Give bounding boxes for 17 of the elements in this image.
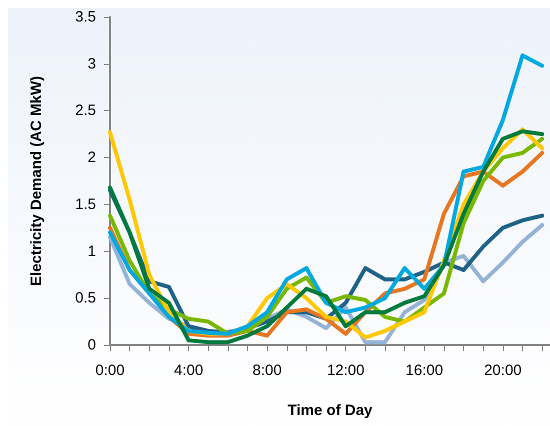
x-tick-label: 16:00 xyxy=(406,362,444,379)
x-tick-label: 12:00 xyxy=(326,362,364,379)
x-tick-label: 20:00 xyxy=(484,362,522,379)
y-tick-label: 3 xyxy=(88,55,96,72)
x-tick-label: 0:00 xyxy=(95,362,125,379)
y-tick-label: 2 xyxy=(88,149,96,166)
y-tick-label: 0.5 xyxy=(75,290,96,307)
x-axis-title: Time of Day xyxy=(288,402,374,419)
x-tick-label: 8:00 xyxy=(252,362,282,379)
y-tick-label: 3.5 xyxy=(75,8,96,26)
line-series xyxy=(108,53,544,336)
y-tick-label: 0 xyxy=(88,336,96,354)
y-tick-label: 2.5 xyxy=(75,102,96,120)
y-tick-label: 1 xyxy=(88,242,96,260)
y-tick-label: 1.5 xyxy=(75,196,96,213)
x-tick-label: 4:00 xyxy=(174,362,204,379)
y-axis-title: Electricity Demand (AC MkW) xyxy=(28,76,45,286)
